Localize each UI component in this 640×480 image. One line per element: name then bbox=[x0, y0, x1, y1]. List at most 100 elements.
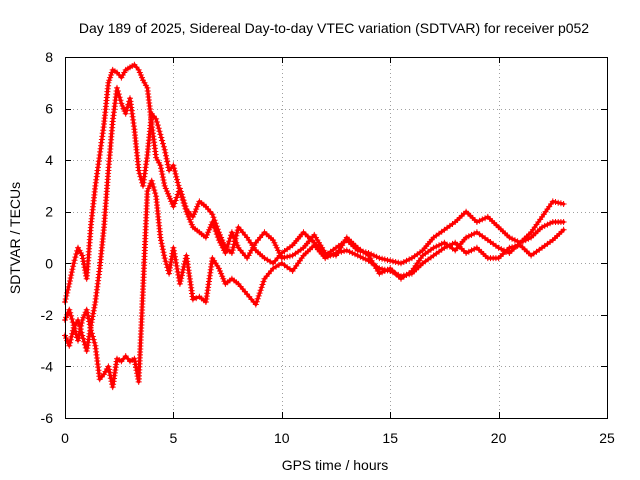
data-point-marker bbox=[180, 266, 187, 273]
data-point-marker bbox=[86, 318, 93, 325]
data-point-marker bbox=[86, 321, 93, 328]
data-point-marker bbox=[170, 247, 177, 254]
data-point-marker bbox=[153, 119, 160, 125]
data-point-marker bbox=[232, 237, 239, 244]
data-point-marker bbox=[164, 158, 171, 165]
data-point-marker bbox=[352, 251, 358, 258]
data-point-marker bbox=[63, 292, 70, 299]
data-point-marker bbox=[360, 255, 367, 262]
data-point-marker bbox=[436, 242, 442, 249]
data-point-marker bbox=[160, 143, 167, 150]
data-point-marker bbox=[209, 219, 216, 225]
data-point-marker bbox=[395, 271, 402, 278]
data-point-marker bbox=[219, 244, 226, 251]
data-point-marker bbox=[398, 260, 404, 267]
data-point-marker bbox=[180, 199, 187, 206]
data-point-marker bbox=[164, 161, 171, 168]
data-point-marker bbox=[522, 237, 529, 244]
data-point-marker bbox=[552, 199, 559, 205]
data-point-marker bbox=[400, 272, 407, 279]
data-point-marker bbox=[76, 331, 83, 338]
data-point-marker bbox=[65, 283, 72, 290]
data-point-marker bbox=[230, 231, 236, 238]
data-point-marker bbox=[234, 229, 240, 236]
data-point-marker bbox=[219, 273, 226, 280]
data-point-marker bbox=[273, 244, 280, 251]
data-point-marker bbox=[145, 185, 152, 192]
data-point-marker bbox=[324, 253, 331, 260]
data-point-marker bbox=[178, 272, 185, 279]
data-point-marker bbox=[174, 179, 181, 186]
data-point-marker bbox=[389, 269, 396, 276]
data-point-marker bbox=[221, 278, 228, 285]
data-point-marker bbox=[357, 253, 364, 260]
data-point-marker bbox=[79, 317, 86, 323]
data-point-marker bbox=[223, 247, 230, 253]
data-point-marker bbox=[511, 237, 518, 244]
data-point-marker bbox=[210, 222, 217, 228]
data-point-marker bbox=[463, 250, 470, 256]
data-point-marker bbox=[66, 280, 73, 287]
data-point-marker bbox=[155, 125, 162, 132]
data-point-marker bbox=[479, 216, 486, 223]
data-point-marker bbox=[84, 312, 91, 319]
data-point-marker bbox=[73, 251, 80, 257]
data-point-marker bbox=[158, 237, 164, 244]
data-point-marker bbox=[69, 266, 76, 273]
data-point-marker bbox=[149, 180, 156, 187]
data-point-marker bbox=[67, 309, 74, 316]
data-point-marker bbox=[207, 224, 214, 231]
data-point-marker bbox=[66, 342, 73, 349]
data-point-marker bbox=[403, 271, 410, 278]
data-point-marker bbox=[68, 333, 75, 340]
data-point-marker bbox=[172, 253, 178, 260]
data-point-marker bbox=[158, 134, 165, 141]
data-point-marker bbox=[107, 74, 114, 81]
data-point-marker bbox=[495, 244, 502, 251]
data-point-marker bbox=[179, 196, 186, 203]
data-point-marker bbox=[376, 270, 383, 277]
data-point-marker bbox=[349, 250, 356, 256]
data-point-marker bbox=[286, 253, 293, 260]
data-point-marker bbox=[89, 313, 96, 320]
data-point-marker bbox=[376, 255, 383, 262]
data-point-marker bbox=[105, 363, 112, 370]
data-point-marker bbox=[506, 244, 513, 251]
data-point-marker bbox=[468, 231, 475, 238]
data-point-marker bbox=[444, 243, 451, 250]
data-point-marker bbox=[161, 255, 168, 262]
data-point-marker bbox=[381, 266, 388, 273]
data-point-marker bbox=[335, 249, 342, 256]
data-point-marker bbox=[192, 208, 199, 215]
series-trace-c bbox=[62, 177, 567, 391]
data-point-marker bbox=[161, 252, 168, 259]
data-point-marker bbox=[473, 219, 480, 225]
data-point-marker bbox=[384, 257, 391, 264]
data-point-marker bbox=[506, 234, 513, 241]
data-point-marker bbox=[188, 221, 195, 228]
data-point-marker bbox=[170, 203, 177, 210]
data-point-marker bbox=[449, 240, 456, 247]
data-point-marker bbox=[191, 211, 197, 218]
data-point-marker bbox=[398, 273, 404, 280]
data-point-marker bbox=[80, 258, 87, 265]
data-point-marker bbox=[148, 177, 155, 184]
data-point-marker bbox=[170, 162, 177, 169]
data-point-marker bbox=[430, 244, 437, 251]
data-point-marker bbox=[514, 242, 521, 249]
data-point-marker bbox=[91, 339, 98, 346]
data-point-marker bbox=[213, 231, 220, 238]
data-point-marker bbox=[547, 220, 554, 227]
data-point-marker bbox=[253, 298, 260, 305]
data-point-marker bbox=[154, 157, 161, 164]
data-point-marker bbox=[83, 306, 90, 313]
data-point-marker bbox=[78, 322, 85, 329]
series-layer bbox=[62, 61, 567, 391]
data-point-marker bbox=[139, 74, 145, 81]
data-point-marker bbox=[204, 231, 210, 238]
data-point-marker bbox=[354, 252, 361, 259]
data-point-marker bbox=[115, 91, 122, 98]
data-point-marker bbox=[260, 278, 267, 285]
data-point-marker bbox=[392, 259, 399, 265]
